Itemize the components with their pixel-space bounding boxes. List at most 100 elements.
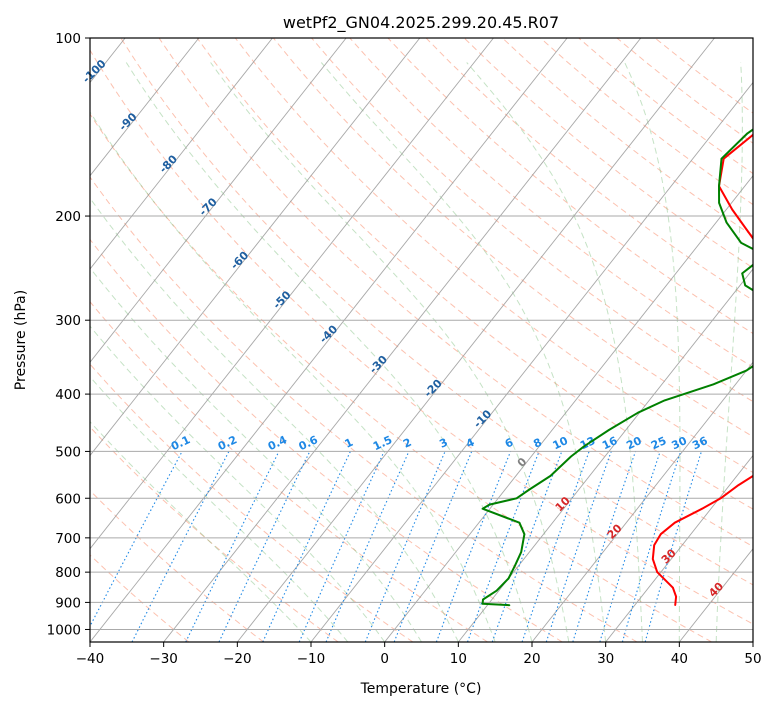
x-tick-label: −20	[223, 651, 252, 667]
temperature-point	[652, 558, 654, 560]
mixing-ratio-line	[599, 451, 661, 642]
dry-adiabat	[90, 554, 190, 642]
temperature-point	[674, 521, 676, 524]
x-tick-label: −10	[297, 651, 326, 667]
temperature-point	[719, 497, 722, 500]
isotherm-line	[90, 38, 273, 270]
mixing-ratio-line	[572, 451, 637, 642]
x-tick-label: 0	[380, 651, 389, 667]
isotherm-line	[457, 268, 753, 642]
isotherm-line	[90, 38, 200, 177]
moist-adiabat	[210, 62, 570, 642]
dewpoint-point	[520, 551, 522, 553]
x-tick-label: 20	[523, 651, 540, 667]
y-tick-label: 700	[55, 531, 81, 547]
dewpoint-point	[481, 507, 484, 510]
dry-adiabat	[90, 300, 488, 642]
dewpoint-point	[608, 429, 610, 431]
dewpoint-point	[528, 488, 531, 491]
mixing-ratio-line	[435, 451, 512, 642]
mixing-ratio-line	[644, 451, 703, 642]
mixing-ratio-line	[298, 451, 385, 642]
isotherm-line	[90, 38, 347, 363]
dry-adiabat	[90, 426, 339, 642]
temperature-point	[656, 571, 658, 573]
moist-adiabat	[90, 376, 349, 642]
moist-adiabat	[90, 325, 386, 642]
dewpoint-point	[495, 589, 498, 592]
mixing-ratio-line	[621, 451, 682, 642]
mixing-ratio-line	[545, 451, 612, 642]
mixing-ratio-line	[325, 451, 410, 642]
temperature-point	[674, 604, 676, 606]
isotherm-line	[605, 454, 753, 642]
dewpoint-point	[488, 503, 491, 506]
dewpoint-point	[637, 411, 639, 414]
dewpoint-point	[720, 157, 723, 160]
y-tick-label: 1000	[47, 622, 81, 638]
moist-adiabat	[90, 267, 422, 642]
mixing-ratio-line	[521, 451, 590, 642]
y-tick-label: 500	[55, 444, 81, 460]
dry-adiabat	[90, 176, 638, 642]
moist-adiabat	[90, 197, 459, 642]
plot-frame	[89, 37, 754, 643]
chart-title: wetPf2_GN04.2025.299.20.45.R07	[283, 13, 559, 33]
dewpoint-point	[663, 399, 666, 402]
dewpoint-point	[741, 272, 743, 275]
mixing-ratio-line	[491, 451, 563, 642]
dewpoint-point	[746, 132, 749, 135]
isotherm-line	[90, 38, 568, 642]
dry-adiabat	[90, 113, 712, 642]
x-tick-label: 50	[744, 651, 761, 667]
dewpoint-point	[514, 564, 516, 567]
mixing-ratio-line	[393, 451, 473, 642]
mixing-ratio-line	[364, 451, 446, 642]
mixing-ratio-line	[131, 451, 230, 642]
dewpoint-point	[570, 455, 572, 458]
dewpoint-point	[745, 369, 748, 372]
temperature-point	[675, 595, 677, 598]
temperature-point	[701, 507, 703, 510]
temperature-point	[672, 586, 674, 589]
dewpoint-point	[482, 598, 484, 601]
temperature-line	[651, 133, 753, 606]
dewpoint-point	[718, 202, 720, 204]
mixing-ratio-line	[90, 451, 183, 628]
mixing-ratio-label: 10	[551, 434, 571, 452]
dewpoint-point	[583, 445, 586, 448]
moist-adiabat	[125, 62, 533, 642]
dry-adiabat	[234, 38, 753, 474]
moist-adiabat	[624, 62, 681, 642]
x-tick-label: −40	[76, 651, 105, 667]
y-tick-label: 600	[55, 491, 81, 507]
dewpoint-point	[740, 242, 742, 244]
dewpoint-point	[481, 603, 484, 605]
temperature-point	[745, 227, 747, 230]
temperature-point	[737, 484, 740, 486]
mixing-ratio-label: 36	[690, 434, 710, 452]
y-tick-label: 900	[55, 595, 81, 611]
dry-adiabat	[349, 38, 753, 368]
moist-adiabat	[466, 62, 643, 642]
isotherm-line	[90, 38, 421, 457]
temperature-point	[653, 544, 655, 546]
x-axis-label: Temperature (°C)	[360, 681, 482, 697]
temperature-point	[731, 208, 733, 211]
dry-adiabat	[311, 38, 753, 403]
mixing-ratio-label: 16	[600, 434, 620, 452]
y-tick-label: 400	[55, 387, 81, 403]
x-tick-label: 40	[671, 651, 688, 667]
moist-adiabat	[320, 62, 607, 642]
mixing-ratio-label: 30	[670, 434, 690, 452]
y-tick-label: 200	[55, 209, 81, 225]
dewpoint-point	[718, 185, 720, 187]
dewpoint-point	[508, 604, 511, 606]
dry-adiabat	[196, 38, 753, 510]
dewpoint-point	[549, 475, 552, 477]
x-tick-label: 30	[597, 651, 614, 667]
isotherm-line	[236, 38, 715, 642]
y-axis-label: Pressure (hPa)	[13, 290, 29, 390]
dewpoint-point	[523, 533, 526, 535]
mixing-ratio-label: 20	[624, 434, 644, 452]
